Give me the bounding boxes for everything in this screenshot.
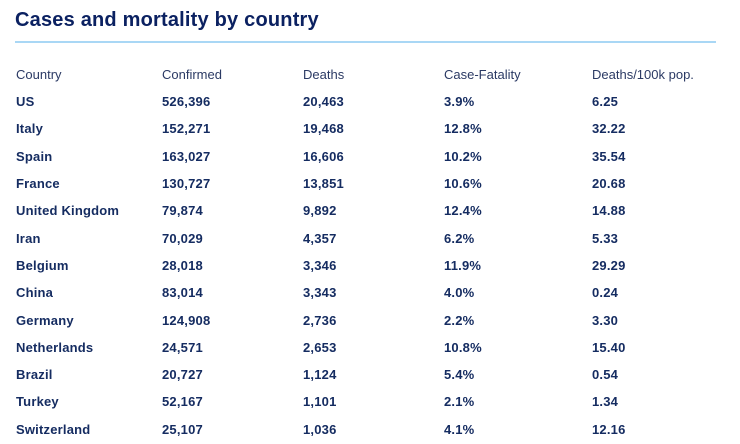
- cell-case-fatality: 10.8%: [444, 339, 482, 355]
- table-row: Spain 163,027 16,606 10.2% 35.54: [16, 143, 740, 170]
- cell-confirmed: 70,029: [162, 230, 203, 246]
- cell-country: China: [16, 285, 54, 301]
- table-row: Belgium 28,018 3,346 11.9% 29.29: [16, 252, 740, 279]
- column-header-country: Country: [16, 66, 62, 82]
- table-body: US 526,396 20,463 3.9% 6.25 Italy 152,27…: [16, 88, 740, 443]
- cell-confirmed: 20,727: [162, 367, 203, 383]
- cell-deaths: 3,343: [303, 285, 337, 301]
- table-row: France 130,727 13,851 10.6% 20.68: [16, 170, 740, 197]
- cell-country: Germany: [16, 312, 74, 328]
- cell-confirmed: 79,874: [162, 203, 203, 219]
- cell-deaths: 9,892: [303, 203, 337, 219]
- cell-case-fatality: 12.8%: [444, 121, 482, 137]
- table-row: China 83,014 3,343 4.0% 0.24: [16, 279, 740, 306]
- cell-case-fatality: 4.1%: [444, 421, 475, 437]
- cell-deaths: 2,653: [303, 339, 337, 355]
- table-row: Turkey 52,167 1,101 2.1% 1.34: [16, 388, 740, 415]
- cell-confirmed: 28,018: [162, 257, 203, 273]
- cell-case-fatality: 10.2%: [444, 148, 482, 164]
- cell-country: Italy: [16, 121, 44, 137]
- cell-deaths: 20,463: [303, 94, 344, 110]
- column-header-case-fatality: Case-Fatality: [444, 66, 521, 82]
- cell-deaths: 4,357: [303, 230, 337, 246]
- cell-confirmed: 124,908: [162, 312, 211, 328]
- cell-deaths-100k: 0.54: [592, 367, 619, 383]
- cell-deaths-100k: 0.24: [592, 285, 619, 301]
- cell-country: Iran: [16, 230, 41, 246]
- cell-country: United Kingdom: [16, 203, 120, 219]
- table-row: Germany 124,908 2,736 2.2% 3.30: [16, 306, 740, 333]
- cell-deaths-100k: 15.40: [592, 339, 626, 355]
- cell-confirmed: 152,271: [162, 121, 211, 137]
- cell-deaths-100k: 14.88: [592, 203, 626, 219]
- cell-case-fatality: 11.9%: [444, 257, 482, 273]
- cell-deaths-100k: 1.34: [592, 394, 619, 410]
- column-header-confirmed: Confirmed: [162, 66, 222, 82]
- cell-country: Netherlands: [16, 339, 94, 355]
- title-divider: [15, 41, 716, 43]
- cell-deaths-100k: 20.68: [592, 176, 626, 192]
- cell-deaths-100k: 29.29: [592, 257, 626, 273]
- table-row: US 526,396 20,463 3.9% 6.25: [16, 88, 740, 115]
- cell-confirmed: 130,727: [162, 176, 211, 192]
- cell-deaths: 2,736: [303, 312, 337, 328]
- cell-country: Switzerland: [16, 421, 91, 437]
- cell-deaths: 1,124: [303, 367, 337, 383]
- cell-confirmed: 24,571: [162, 339, 203, 355]
- column-header-deaths: Deaths: [303, 66, 345, 82]
- cell-country: France: [16, 176, 60, 192]
- table-row: Netherlands 24,571 2,653 10.8% 15.40: [16, 334, 740, 361]
- cell-country: Brazil: [16, 367, 53, 383]
- cell-deaths-100k: 32.22: [592, 121, 626, 137]
- cell-country: Turkey: [16, 394, 59, 410]
- cell-deaths-100k: 12.16: [592, 421, 626, 437]
- cell-case-fatality: 4.0%: [444, 285, 475, 301]
- cell-case-fatality: 5.4%: [444, 367, 475, 383]
- cell-country: Belgium: [16, 257, 69, 273]
- page-title: Cases and mortality by country: [15, 9, 319, 31]
- cell-case-fatality: 12.4%: [444, 203, 482, 219]
- cell-case-fatality: 2.2%: [444, 312, 475, 328]
- cases-mortality-table: Country Confirmed Deaths Case-Fatality D…: [0, 60, 740, 443]
- cell-case-fatality: 3.9%: [444, 94, 475, 110]
- cell-confirmed: 83,014: [162, 285, 203, 301]
- cell-confirmed: 163,027: [162, 148, 211, 164]
- cell-case-fatality: 2.1%: [444, 394, 475, 410]
- table-header-row: Country Confirmed Deaths Case-Fatality D…: [16, 60, 740, 88]
- cell-deaths: 13,851: [303, 176, 344, 192]
- table-row: Brazil 20,727 1,124 5.4% 0.54: [16, 361, 740, 388]
- column-header-deaths-100k: Deaths/100k pop.: [592, 66, 694, 82]
- cell-deaths: 3,346: [303, 257, 337, 273]
- cell-deaths-100k: 3.30: [592, 312, 619, 328]
- cell-case-fatality: 10.6%: [444, 176, 482, 192]
- cell-confirmed: 25,107: [162, 421, 203, 437]
- cell-country: Spain: [16, 148, 53, 164]
- cell-deaths-100k: 6.25: [592, 94, 619, 110]
- cell-confirmed: 52,167: [162, 394, 203, 410]
- table-row: Switzerland 25,107 1,036 4.1% 12.16: [16, 416, 740, 443]
- cell-deaths-100k: 5.33: [592, 230, 619, 246]
- cell-confirmed: 526,396: [162, 94, 211, 110]
- cell-deaths: 16,606: [303, 148, 344, 164]
- cell-country: US: [16, 94, 35, 110]
- cell-deaths: 19,468: [303, 121, 344, 137]
- cell-case-fatality: 6.2%: [444, 230, 475, 246]
- cell-deaths-100k: 35.54: [592, 148, 626, 164]
- table-row: United Kingdom 79,874 9,892 12.4% 14.88: [16, 197, 740, 224]
- table-row: Iran 70,029 4,357 6.2% 5.33: [16, 224, 740, 251]
- cell-deaths: 1,101: [303, 394, 337, 410]
- table-row: Italy 152,271 19,468 12.8% 32.22: [16, 115, 740, 142]
- cell-deaths: 1,036: [303, 421, 337, 437]
